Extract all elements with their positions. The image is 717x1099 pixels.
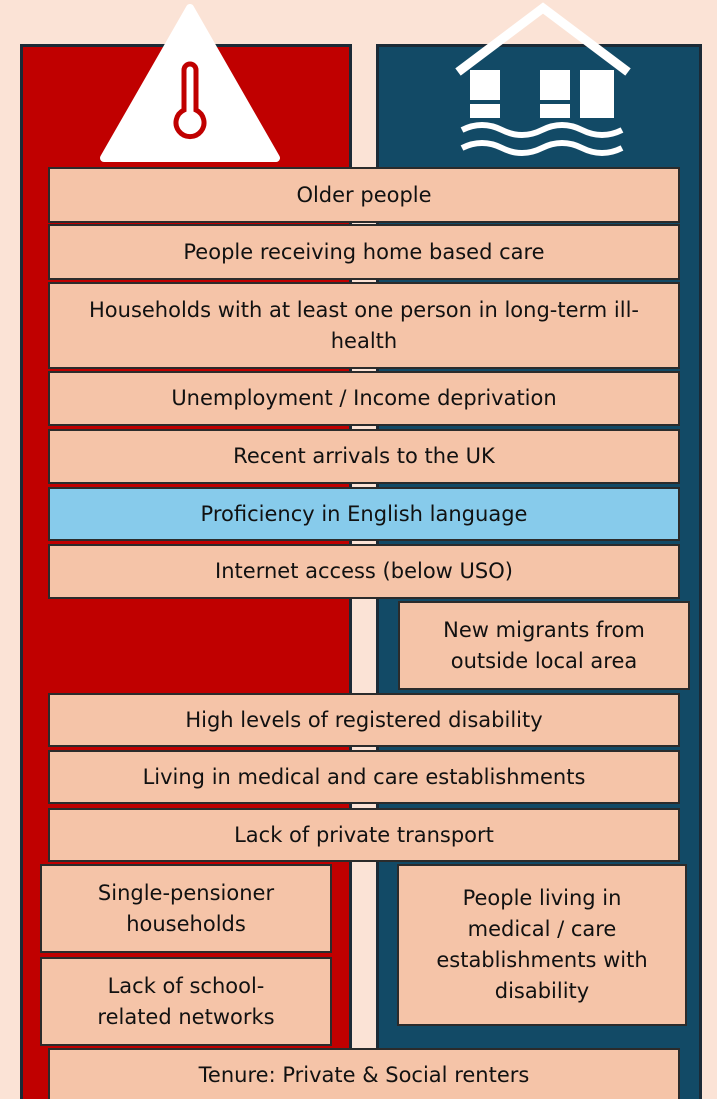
item: Proficiency in English language: [48, 487, 680, 541]
item: Recent arrivals to the UK: [48, 429, 680, 484]
item: Older people: [48, 167, 680, 223]
item: Households with at least one person in l…: [48, 282, 680, 369]
item: People receiving home based care: [48, 224, 680, 280]
item: Living in medical and care establishment…: [48, 750, 680, 804]
icons: [100, 2, 631, 162]
item: Lack of private transport: [48, 808, 680, 862]
item: New migrants from outside local area: [398, 601, 690, 690]
item: Lack of school-related networks: [40, 957, 332, 1046]
item: Unemployment / Income deprivation: [48, 371, 680, 426]
item: High levels of registered disability: [48, 693, 680, 747]
item: Internet access (below USO): [48, 544, 680, 599]
item: Single-pensioner households: [40, 864, 332, 953]
item: Tenure: Private & Social renters: [48, 1048, 680, 1099]
item: People living in medical / care establis…: [397, 864, 687, 1026]
